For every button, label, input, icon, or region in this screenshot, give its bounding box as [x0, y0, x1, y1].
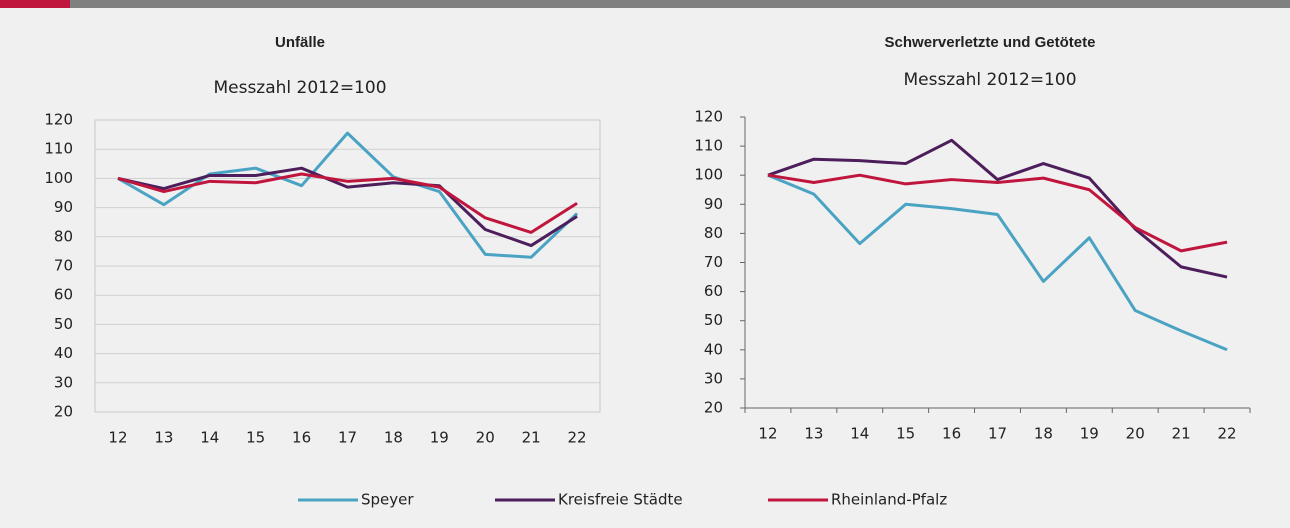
- chart-subtitle: Messzahl 2012=100: [903, 70, 1076, 90]
- legend-label: Speyer: [361, 491, 414, 509]
- y-tick-label: 70: [54, 257, 73, 275]
- y-tick-label: 50: [704, 311, 723, 329]
- chart-title: Unfälle: [275, 34, 325, 51]
- y-tick-label: 50: [54, 315, 73, 333]
- legend-label: Kreisfreie Städte: [558, 491, 683, 509]
- x-tick-label: 19: [1080, 425, 1099, 443]
- y-tick-label: 120: [44, 111, 73, 129]
- y-tick-label: 40: [54, 344, 73, 362]
- x-tick-label: 20: [476, 429, 495, 447]
- x-tick-label: 18: [384, 429, 403, 447]
- y-tick-label: 20: [704, 399, 723, 417]
- series-line: [767, 138, 1228, 279]
- x-tick-label: 12: [108, 429, 127, 447]
- top-accent: [0, 0, 70, 8]
- x-tick-label: 14: [850, 425, 869, 443]
- y-tick-label: 110: [694, 137, 723, 155]
- y-tick-label: 100: [44, 169, 73, 187]
- x-tick-label: 15: [896, 425, 915, 443]
- x-tick-label: 16: [942, 425, 961, 443]
- x-tick-label: 13: [804, 425, 823, 443]
- legend-label: Rheinland-Pfalz: [831, 491, 947, 509]
- x-tick-label: 12: [758, 425, 777, 443]
- x-tick-label: 20: [1126, 425, 1145, 443]
- y-tick-label: 80: [704, 224, 723, 242]
- y-tick-label: 60: [704, 282, 723, 300]
- x-tick-label: 22: [1217, 425, 1236, 443]
- y-tick-label: 70: [704, 253, 723, 271]
- y-tick-label: 80: [54, 227, 73, 245]
- series-line: [767, 173, 1228, 253]
- top-bar: [0, 0, 1290, 8]
- x-tick-label: 18: [1034, 425, 1053, 443]
- y-tick-label: 90: [704, 195, 723, 213]
- x-tick-label: 19: [430, 429, 449, 447]
- series-line: [117, 172, 578, 234]
- y-tick-label: 30: [54, 373, 73, 391]
- chart-title: Schwerverletzte und Getötete: [885, 34, 1096, 51]
- x-tick-label: 17: [338, 429, 357, 447]
- series-line: [767, 173, 1228, 352]
- y-tick-label: 90: [54, 198, 73, 216]
- y-tick-label: 40: [704, 340, 723, 358]
- x-tick-label: 21: [522, 429, 541, 447]
- y-tick-label: 30: [704, 369, 723, 387]
- x-tick-label: 17: [988, 425, 1007, 443]
- x-tick-label: 14: [200, 429, 219, 447]
- plot-frame: [94, 119, 601, 413]
- x-tick-label: 22: [567, 429, 586, 447]
- x-tick-label: 13: [154, 429, 173, 447]
- x-tick-label: 16: [292, 429, 311, 447]
- y-tick-label: 100: [694, 166, 723, 184]
- y-tick-label: 20: [54, 403, 73, 421]
- x-tick-label: 21: [1172, 425, 1191, 443]
- y-tick-label: 120: [694, 108, 723, 126]
- series-line: [117, 166, 578, 248]
- y-tick-label: 60: [54, 286, 73, 304]
- chart-subtitle: Messzahl 2012=100: [213, 78, 386, 98]
- y-tick-label: 110: [44, 140, 73, 158]
- x-tick-label: 15: [246, 429, 265, 447]
